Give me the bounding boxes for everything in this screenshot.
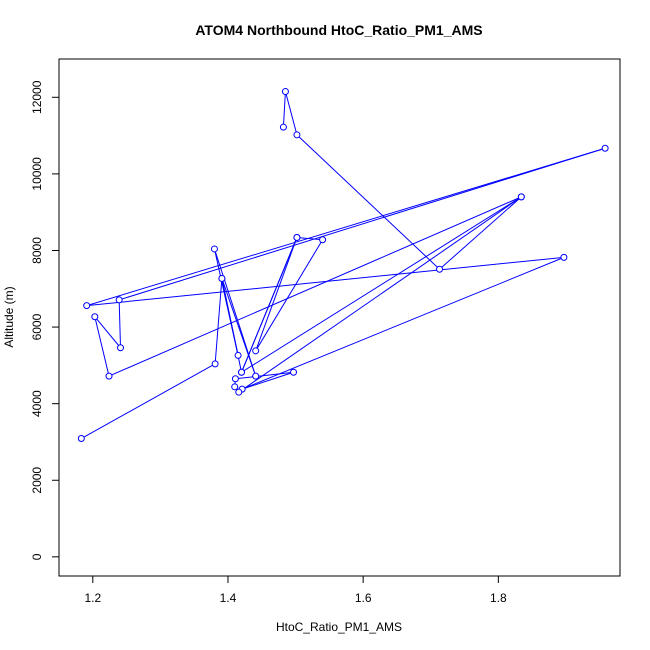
series-line-segment — [214, 278, 223, 364]
series-line-segment — [86, 256, 564, 307]
y-tick-label: 0 — [30, 553, 44, 560]
data-point — [290, 368, 298, 376]
data-point — [231, 375, 239, 383]
series-line-segment — [439, 196, 522, 270]
y-tick-label: 6000 — [30, 313, 44, 340]
data-point — [293, 233, 301, 241]
data-point — [237, 368, 245, 376]
data-point — [293, 131, 301, 139]
y-tick-label: 12000 — [30, 80, 44, 114]
series-line-segment — [241, 237, 298, 373]
series-line-segment — [94, 316, 110, 377]
series-line-segment — [81, 363, 216, 439]
data-point — [117, 344, 125, 352]
data-point — [252, 347, 260, 355]
chart-title: ATOM4 Northbound HtoC_Ratio_PM1_AMS — [195, 22, 482, 38]
x-tick-label: 1.4 — [220, 591, 237, 605]
x-tick-label: 1.8 — [490, 591, 507, 605]
data-point — [560, 253, 568, 261]
series-line-segment — [94, 316, 121, 349]
data-point — [252, 372, 260, 380]
data-point — [234, 351, 242, 359]
series-line-group — [81, 91, 606, 439]
data-point — [281, 88, 289, 96]
data-point — [231, 383, 239, 391]
data-point — [211, 360, 219, 368]
data-point — [235, 388, 243, 396]
series-line-segment — [86, 147, 606, 307]
series-line-segment — [242, 371, 294, 390]
y-tick-label: 2000 — [30, 467, 44, 494]
data-point — [115, 296, 123, 304]
series-line-segment — [255, 239, 324, 352]
data-point — [319, 236, 327, 244]
data-point — [218, 274, 226, 282]
series-line-segment — [241, 256, 565, 390]
data-point — [91, 313, 99, 321]
series-line-segment — [221, 278, 257, 377]
series-line-segment — [284, 91, 298, 135]
data-point — [601, 144, 609, 152]
x-axis-label: HtoC_Ratio_PM1_AMS — [276, 620, 402, 634]
series-line-segment — [296, 236, 323, 241]
data-point — [105, 372, 113, 380]
y-axis-label: Altitude (m) — [2, 286, 16, 347]
series-line-segment — [119, 147, 606, 301]
data-point — [83, 302, 91, 310]
data-point — [77, 435, 85, 443]
series-line-segment — [108, 196, 522, 377]
x-axis: 1.2 1.4 1.6 1.8 — [84, 575, 507, 605]
data-point — [210, 245, 218, 253]
data-point — [517, 193, 525, 201]
data-point — [436, 265, 444, 273]
series-line-segment — [238, 196, 522, 393]
y-tick-label: 10000 — [30, 157, 44, 191]
series-line-segment — [255, 237, 298, 351]
series-line-segment — [296, 134, 440, 270]
series-line-segment — [241, 196, 522, 373]
series-point-group — [77, 88, 609, 443]
series-line-segment — [282, 91, 286, 128]
series-line-segment — [235, 371, 294, 380]
data-point — [279, 123, 287, 131]
x-tick-label: 1.2 — [84, 591, 101, 605]
series-line-segment — [118, 299, 122, 348]
y-tick-label: 4000 — [30, 390, 44, 417]
x-tick-label: 1.6 — [355, 591, 372, 605]
y-tick-label: 8000 — [30, 237, 44, 264]
y-axis: 0 2000 4000 6000 8000 10000 12000 — [30, 80, 60, 560]
